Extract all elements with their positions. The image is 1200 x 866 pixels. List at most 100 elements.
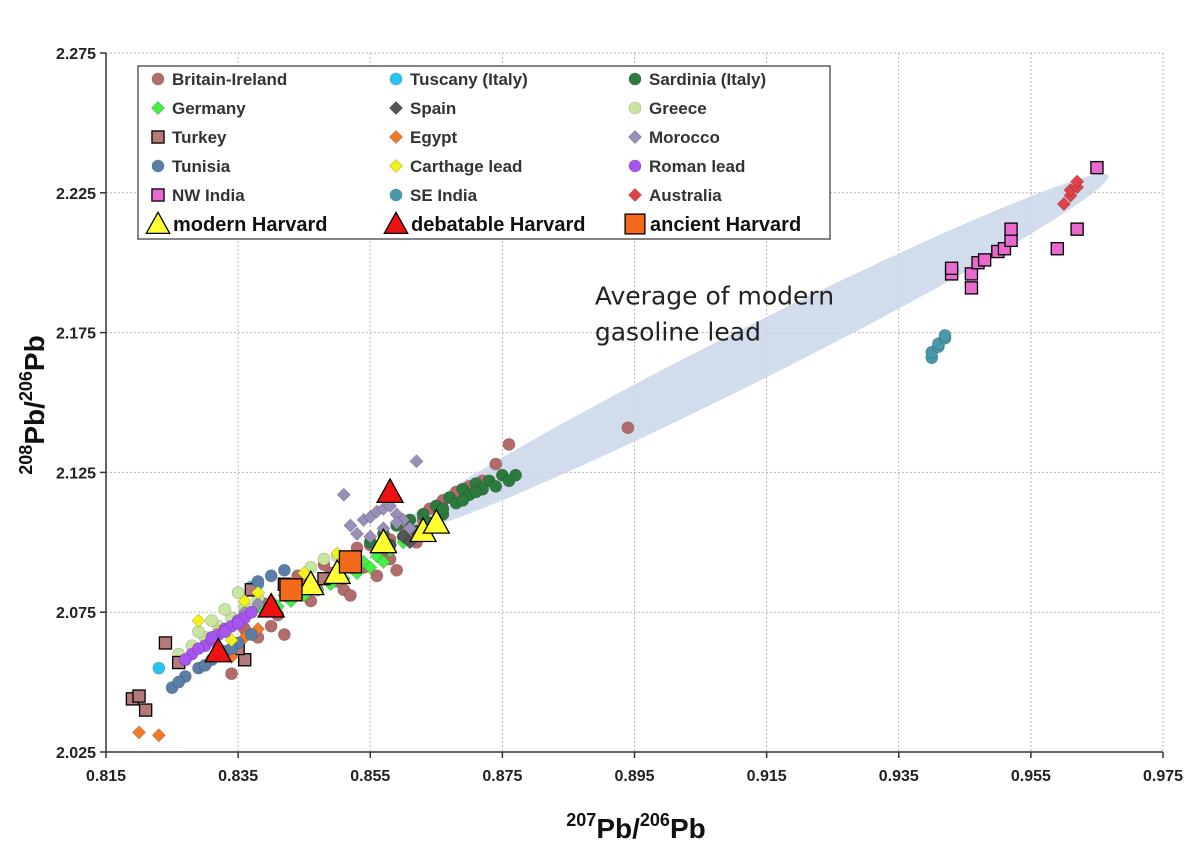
x-tick-label: 0.835 [218,768,258,785]
x-tick-label: 0.915 [747,768,787,785]
point-britain-ireland [489,457,503,471]
legend-label-australia: Australia [649,186,722,205]
point-roman-lead [218,625,232,639]
y-title-sup2: 206 [16,371,36,401]
point-carthage-lead [237,593,252,609]
point-morocco [383,498,398,513]
point-egypt [151,728,166,743]
legend-label-egypt: Egypt [410,128,458,147]
point-greece [231,586,245,599]
point-turkey [132,689,146,703]
point-morocco [350,526,365,541]
point-britain-ireland [390,563,404,577]
point-debatable-harvard [375,477,405,504]
legend-label-carthage-lead: Carthage lead [410,157,522,176]
point-tunisia [278,563,291,577]
point-turkey [138,703,153,717]
legend-label-tunisia: Tunisia [172,157,231,176]
legend-box [137,65,831,240]
point-morocco [336,487,351,502]
legend-marker-tuscany-italy [389,72,403,86]
point-sardinia-italy [456,494,470,507]
legend-marker-germany [150,100,166,116]
y-axis-title: 208Pb/206Pb [16,335,50,474]
legend-label-germany: Germany [172,99,246,118]
point-morocco [343,518,358,533]
point-morocco [409,454,424,469]
point-greece [218,603,232,616]
legend-label-debatable-harvard: debatable Harvard [411,214,586,236]
point-modern-harvard [296,569,325,596]
legend-marker-carthage-lead [388,158,404,174]
legend-marker-sardinia-italy [628,72,642,86]
annotation-line-1: Average of modern [595,282,834,311]
y-title-base2: Pb [19,335,50,371]
point-britain-ireland [370,569,384,583]
legend-label-se-india: SE India [410,186,478,205]
x-axis-title: 207Pb/206Pb [566,810,705,844]
point-tunisia [244,628,258,641]
point-turkey [238,653,252,667]
point-roman-lead [244,605,258,619]
point-britain-ireland [344,589,357,602]
legend-marker-modern-harvard [145,210,171,235]
legend-label-spain: Spain [410,99,456,118]
point-carthage-lead [224,633,239,648]
legend-label-sardinia-italy: Sardinia (Italy) [649,70,766,89]
point-morocco [250,596,265,611]
legend-marker-egypt [388,129,404,145]
point-sardinia-italy [469,485,483,499]
legend-label-britain-ireland: Britain-Ireland [172,70,287,89]
point-australia [1070,174,1085,189]
y-tick-label: 2.075 [56,605,96,622]
point-debatable-harvard [204,637,233,663]
y-tick-label: 2.125 [56,465,96,482]
gasoline-band-ellipse [398,173,1109,534]
axes: 0.815 0.835 0.855 0.875 0.895 0.915 0.935 0.955… [56,46,1183,785]
y-title-base1: Pb/ [19,401,50,445]
point-ancient-harvard [279,578,303,602]
legend-marker-tunisia [151,159,165,173]
point-nw-india [977,253,992,267]
legend-marker-roman-lead [628,159,642,173]
point-roman-lead [192,642,205,655]
legend-marker-greece [628,101,642,115]
legend: Britain-Ireland Tuscany (Italy) Sardinia (… [137,65,831,240]
point-modern-harvard [422,508,451,534]
x-tick-label: 0.875 [482,768,522,785]
point-debatable-harvard [257,592,286,618]
x-tick-label: 0.855 [350,768,390,785]
x-title-sup2: 206 [640,810,670,830]
legend-label-modern-harvard: modern Harvard [173,214,328,236]
legend-label-morocco: Morocco [649,128,720,147]
point-britain-ireland [621,421,635,435]
point-nw-india [964,281,979,295]
legend-marker-britain-ireland [151,72,165,86]
point-germany [376,554,391,569]
point-nw-india [1050,242,1065,256]
legend-marker-se-india [389,188,403,202]
point-carthage-lead [250,585,265,600]
point-turkey [158,636,173,650]
point-se-india [938,329,952,342]
point-tunisia [172,675,186,689]
point-britain-ireland [264,619,278,633]
point-morocco [363,529,378,544]
point-britain-ireland [225,667,238,681]
x-title-sup1: 207 [566,810,596,830]
x-tick-label: 0.815 [86,768,126,785]
point-morocco [389,515,404,530]
x-tick-label: 0.975 [1143,768,1183,785]
point-modern-harvard [369,527,398,554]
legend-marker-spain [388,100,404,116]
point-egypt [132,725,147,740]
legend-label-tuscany-italy: Tuscany (Italy) [410,70,528,89]
legend-label-ancient-harvard: ancient Harvard [650,214,801,236]
x-tick-label: 0.935 [879,768,919,785]
point-tuscany-italy [152,661,166,675]
legend-marker-debatable-harvard [383,210,409,235]
legend-marker-nw-india [151,188,165,202]
point-roman-lead [205,631,219,644]
